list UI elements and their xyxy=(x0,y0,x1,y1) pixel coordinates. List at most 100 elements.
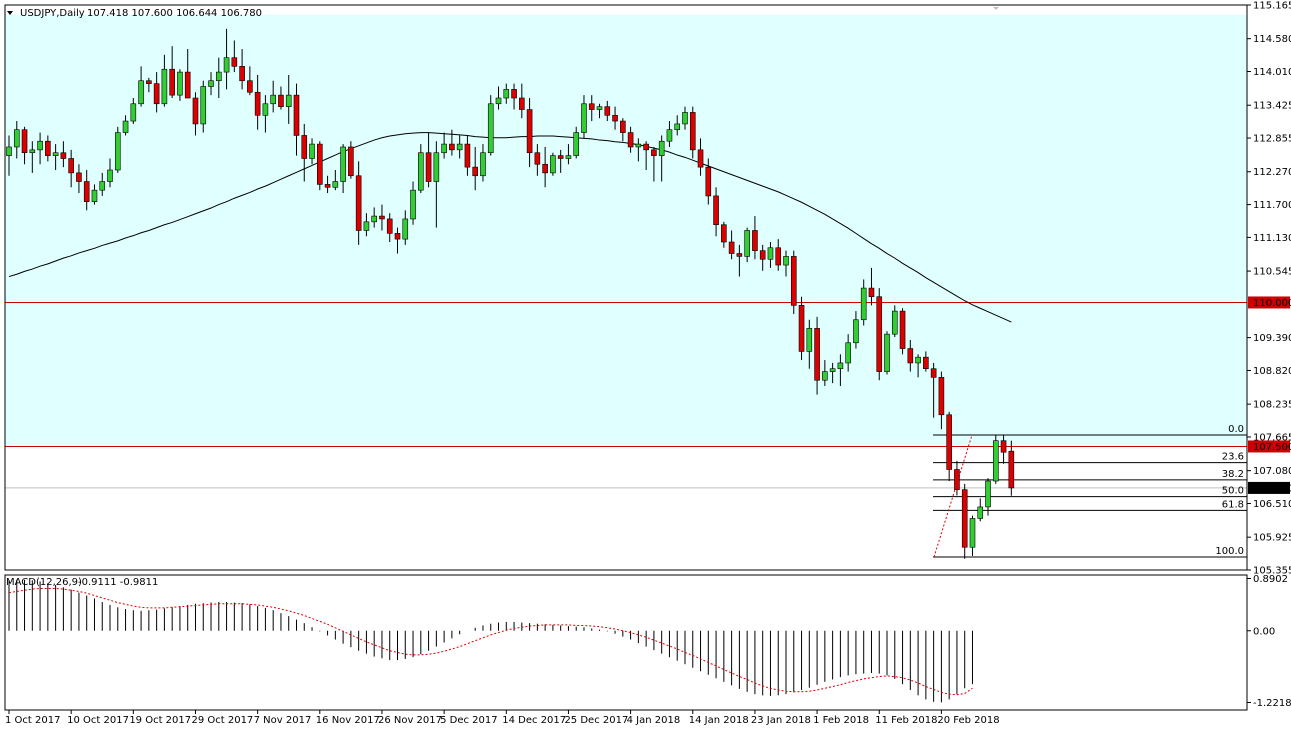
candle xyxy=(899,308,906,355)
candle xyxy=(425,132,432,188)
candle-body xyxy=(868,287,875,298)
price-tick-label: 115.165 xyxy=(1253,1,1291,12)
price-tick-label: 105.925 xyxy=(1253,533,1291,544)
candle xyxy=(114,126,121,173)
price-tick-label: 108.820 xyxy=(1253,366,1291,377)
candle xyxy=(464,135,471,176)
candle xyxy=(410,181,416,225)
candle xyxy=(977,498,984,522)
candle xyxy=(790,250,797,314)
candle xyxy=(340,144,346,194)
candle-body xyxy=(316,143,323,185)
macd-values-label: -0.9111 -0.9811 xyxy=(78,577,158,588)
candle-body xyxy=(37,140,43,151)
candle-body xyxy=(425,152,432,182)
candle-body xyxy=(239,66,245,82)
candle xyxy=(122,115,129,136)
date-tick-label: 16 Nov 2017 xyxy=(316,715,380,726)
price-tick-label: 112.270 xyxy=(1253,167,1291,178)
chart-header[interactable]: USDJPY,Daily 107.418 107.600 106.644 106… xyxy=(7,8,262,19)
price-tick-label: 110.545 xyxy=(1253,267,1291,278)
candle-body xyxy=(371,215,377,223)
scroll-marker-icon[interactable] xyxy=(993,7,999,10)
candle-body xyxy=(651,149,657,156)
candle xyxy=(845,334,851,372)
candle-body xyxy=(293,94,300,136)
candle xyxy=(736,244,743,277)
candle-body xyxy=(324,184,331,188)
candle xyxy=(775,239,782,271)
candle-body xyxy=(721,224,727,243)
candle xyxy=(744,227,750,263)
candle xyxy=(394,227,401,254)
candle xyxy=(433,141,440,228)
candle-body xyxy=(596,106,603,110)
candle-body xyxy=(643,143,649,151)
candle-body xyxy=(620,120,626,133)
candle-body xyxy=(565,155,572,159)
date-tick-label: 19 Oct 2017 xyxy=(129,715,191,726)
price-tick-label: 108.235 xyxy=(1253,400,1291,411)
candle-body xyxy=(899,310,906,349)
candle xyxy=(565,144,572,165)
candle xyxy=(884,331,890,375)
candle xyxy=(697,138,704,176)
horizontal-levels[interactable] xyxy=(5,301,1247,489)
price-tick-label: 106.510 xyxy=(1253,499,1291,510)
candle xyxy=(480,144,486,182)
candle xyxy=(247,66,253,96)
candle-body xyxy=(254,91,261,116)
price-tick-label: 111.130 xyxy=(1253,233,1291,244)
candle-body xyxy=(891,310,898,335)
candle xyxy=(969,515,976,556)
ma-line xyxy=(8,132,1012,323)
fib-trend-line[interactable] xyxy=(933,434,973,558)
candle xyxy=(822,360,828,386)
date-tick-label: 14 Dec 2017 xyxy=(502,715,566,726)
candle-body xyxy=(285,94,292,107)
price-tick-label: 107.080 xyxy=(1253,466,1291,477)
date-tick-label: 25 Dec 2017 xyxy=(564,715,628,726)
candle xyxy=(868,267,875,306)
candle-body xyxy=(728,241,735,254)
candle xyxy=(930,362,937,418)
candle-body xyxy=(394,233,401,240)
candle-body xyxy=(99,181,106,191)
dropdown-icon[interactable] xyxy=(7,11,13,15)
price-tick-label: 113.425 xyxy=(1253,101,1291,112)
candle-body xyxy=(138,80,144,105)
candle xyxy=(588,95,595,122)
candle-body xyxy=(588,103,595,110)
candle-body xyxy=(581,103,587,133)
candle-body xyxy=(386,218,393,234)
candle-body xyxy=(713,195,719,226)
candle-body xyxy=(961,489,968,548)
candle xyxy=(557,149,564,173)
moving-average xyxy=(8,132,1012,323)
candle-body xyxy=(45,140,51,156)
candle xyxy=(99,172,106,196)
candle-body xyxy=(433,152,440,182)
candle xyxy=(177,69,183,101)
candle-body xyxy=(480,152,486,177)
candle xyxy=(146,77,152,93)
candle-body xyxy=(519,97,525,110)
candle xyxy=(853,311,859,349)
candle xyxy=(519,83,525,119)
candle xyxy=(542,146,548,188)
candle xyxy=(1000,434,1007,464)
candle xyxy=(324,175,331,194)
candle xyxy=(371,207,377,228)
candle-body xyxy=(853,319,859,344)
candle-body xyxy=(21,129,28,154)
price-tick-label: 114.580 xyxy=(1253,34,1291,45)
candle-body xyxy=(542,163,548,174)
candle xyxy=(37,132,43,165)
level-price-tag-bg xyxy=(1248,440,1290,453)
candle xyxy=(45,135,51,162)
date-tick-label: 11 Feb 2018 xyxy=(875,715,937,726)
candle xyxy=(83,170,90,211)
candle-body xyxy=(169,68,175,96)
candle xyxy=(472,146,479,191)
